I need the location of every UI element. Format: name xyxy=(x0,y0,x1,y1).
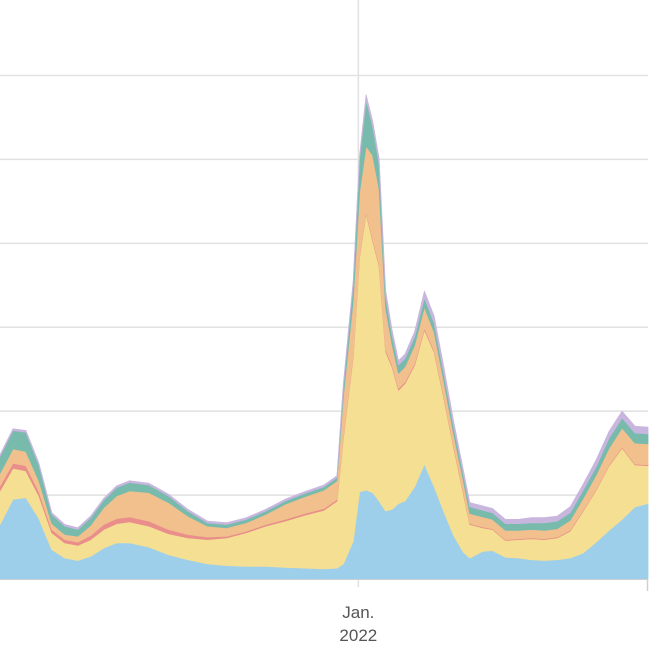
x-axis: Jan. 2022 xyxy=(0,579,649,645)
area-series-band xyxy=(0,94,649,530)
gridlines xyxy=(0,0,648,587)
x-tick-label-year: 2022 xyxy=(339,626,377,645)
x-tick-label-month: Jan. xyxy=(342,603,374,622)
area-series-band xyxy=(0,99,649,537)
area-series xyxy=(0,94,649,580)
area-series-band xyxy=(0,145,649,543)
